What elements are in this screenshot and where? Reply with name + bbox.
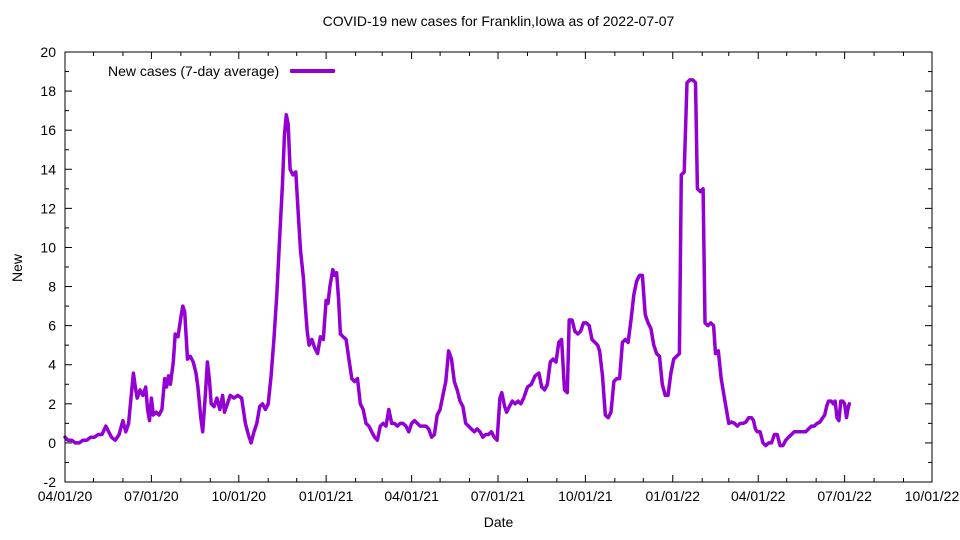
x-tick-label: 10/01/22 — [905, 488, 960, 504]
y-tick-label: 2 — [48, 396, 56, 412]
y-tick-label: 0 — [48, 435, 56, 451]
y-tick-label: 18 — [40, 83, 56, 99]
x-tick-label: 01/01/21 — [299, 488, 354, 504]
y-tick-label: 14 — [40, 161, 56, 177]
y-tick-label: 16 — [40, 122, 56, 138]
series-line — [63, 78, 852, 448]
x-tick-label: 10/01/21 — [558, 488, 613, 504]
chart-title: COVID-19 new cases for Franklin,Iowa as … — [322, 13, 675, 29]
legend-label: New cases (7-day average) — [108, 63, 280, 79]
legend-line-swatch — [290, 69, 336, 73]
x-tick-label: 07/01/22 — [817, 488, 872, 504]
x-tick-label: 07/01/20 — [124, 488, 179, 504]
y-tick-label: 6 — [48, 318, 56, 334]
x-tick-label: 04/01/22 — [731, 488, 786, 504]
y-tick-label: 4 — [48, 357, 56, 373]
y-tick-label: -2 — [44, 474, 57, 490]
legend: New cases (7-day average) — [108, 63, 336, 79]
x-tick-label: 04/01/21 — [384, 488, 439, 504]
y-tick-label: 20 — [40, 44, 56, 60]
plot-border — [64, 51, 933, 483]
y-tick-label: 8 — [48, 279, 56, 295]
x-tick-label: 01/01/22 — [646, 488, 701, 504]
x-axis-label: Date — [483, 514, 514, 530]
y-tick-label: 12 — [40, 200, 56, 216]
y-tick-label: 10 — [40, 239, 56, 255]
x-tick-label: 10/01/20 — [212, 488, 267, 504]
x-tick-label: 07/01/21 — [471, 488, 526, 504]
x-tick-label: 04/01/20 — [38, 488, 93, 504]
